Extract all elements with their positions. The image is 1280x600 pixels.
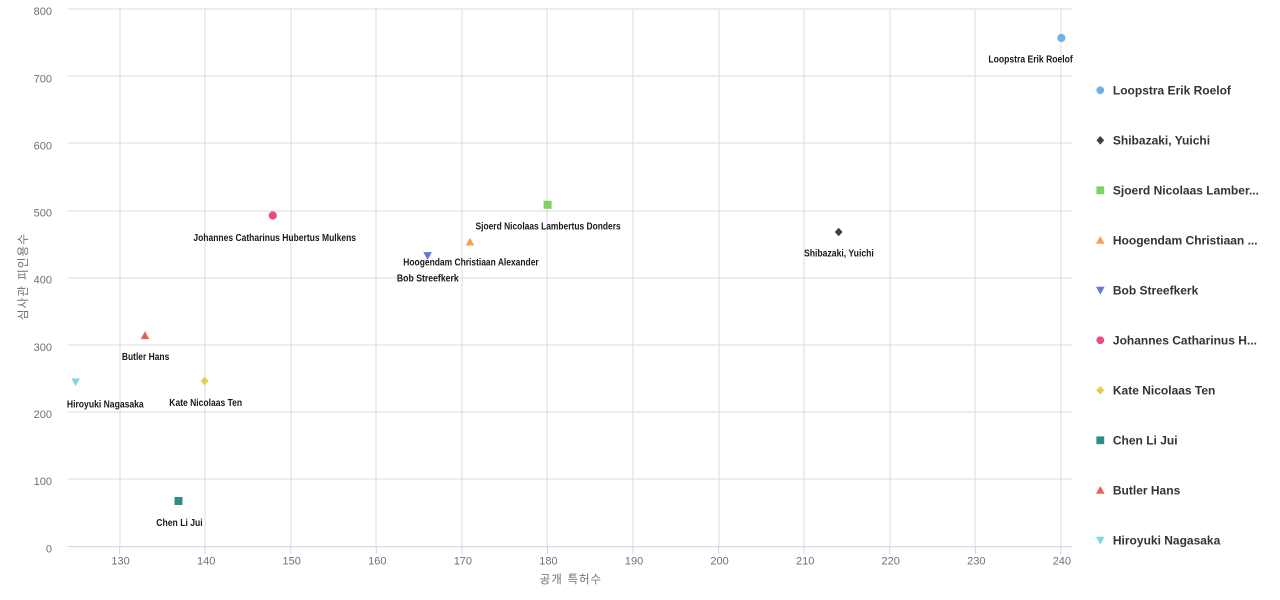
- svg-text:800: 800: [34, 6, 52, 18]
- svg-text:400: 400: [34, 275, 52, 287]
- svg-text:Sjoerd Nicolaas Lambertus Dond: Sjoerd Nicolaas Lambertus Donders: [476, 222, 622, 233]
- svg-text:200: 200: [34, 409, 52, 421]
- svg-text:Loopstra Erik Roelof: Loopstra Erik Roelof: [1113, 84, 1232, 98]
- svg-text:220: 220: [882, 556, 900, 568]
- svg-text:700: 700: [34, 73, 52, 85]
- svg-text:Bob Streefkerk: Bob Streefkerk: [1113, 284, 1199, 298]
- svg-text:240: 240: [1053, 556, 1071, 568]
- svg-text:600: 600: [34, 140, 52, 152]
- svg-text:Chen Li Jui: Chen Li Jui: [156, 518, 203, 529]
- svg-text:Butler Hans: Butler Hans: [1113, 484, 1181, 498]
- svg-text:Chen Li Jui: Chen Li Jui: [1113, 434, 1178, 448]
- svg-text:Hiroyuki Nagasaka: Hiroyuki Nagasaka: [67, 400, 144, 411]
- svg-text:100: 100: [34, 476, 52, 488]
- svg-text:140: 140: [197, 556, 215, 568]
- svg-text:Sjoerd Nicolaas Lamber...: Sjoerd Nicolaas Lamber...: [1113, 184, 1259, 198]
- svg-text:Shibazaki, Yuichi: Shibazaki, Yuichi: [1113, 134, 1210, 148]
- svg-text:210: 210: [796, 556, 814, 568]
- svg-text:Shibazaki, Yuichi: Shibazaki, Yuichi: [804, 249, 874, 260]
- svg-text:300: 300: [34, 342, 52, 354]
- svg-text:160: 160: [368, 556, 386, 568]
- svg-text:Butler Hans: Butler Hans: [122, 352, 170, 363]
- svg-text:Bob Streefkerk: Bob Streefkerk: [397, 274, 459, 285]
- svg-text:500: 500: [34, 208, 52, 220]
- svg-text:Johannes Catharinus Hubertus M: Johannes Catharinus Hubertus Mulkens: [193, 233, 356, 244]
- svg-text:Hoogendam Christiaan Alexander: Hoogendam Christiaan Alexander: [403, 258, 538, 269]
- svg-text:230: 230: [967, 556, 985, 568]
- svg-text:Kate Nicolaas Ten: Kate Nicolaas Ten: [169, 398, 242, 409]
- svg-text:180: 180: [539, 556, 557, 568]
- svg-text:Hoogendam Christiaan ...: Hoogendam Christiaan ...: [1113, 234, 1258, 248]
- svg-text:200: 200: [710, 556, 728, 568]
- svg-text:190: 190: [625, 556, 643, 568]
- svg-text:130: 130: [111, 556, 129, 568]
- svg-text:Hiroyuki Nagasaka: Hiroyuki Nagasaka: [1113, 534, 1221, 548]
- svg-text:Loopstra Erik Roelof: Loopstra Erik Roelof: [988, 55, 1073, 66]
- svg-text:0: 0: [46, 543, 52, 555]
- svg-text:Johannes Catharinus H...: Johannes Catharinus H...: [1113, 334, 1257, 348]
- svg-text:170: 170: [454, 556, 472, 568]
- svg-text:Kate Nicolaas Ten: Kate Nicolaas Ten: [1113, 384, 1215, 398]
- svg-text:150: 150: [283, 556, 301, 568]
